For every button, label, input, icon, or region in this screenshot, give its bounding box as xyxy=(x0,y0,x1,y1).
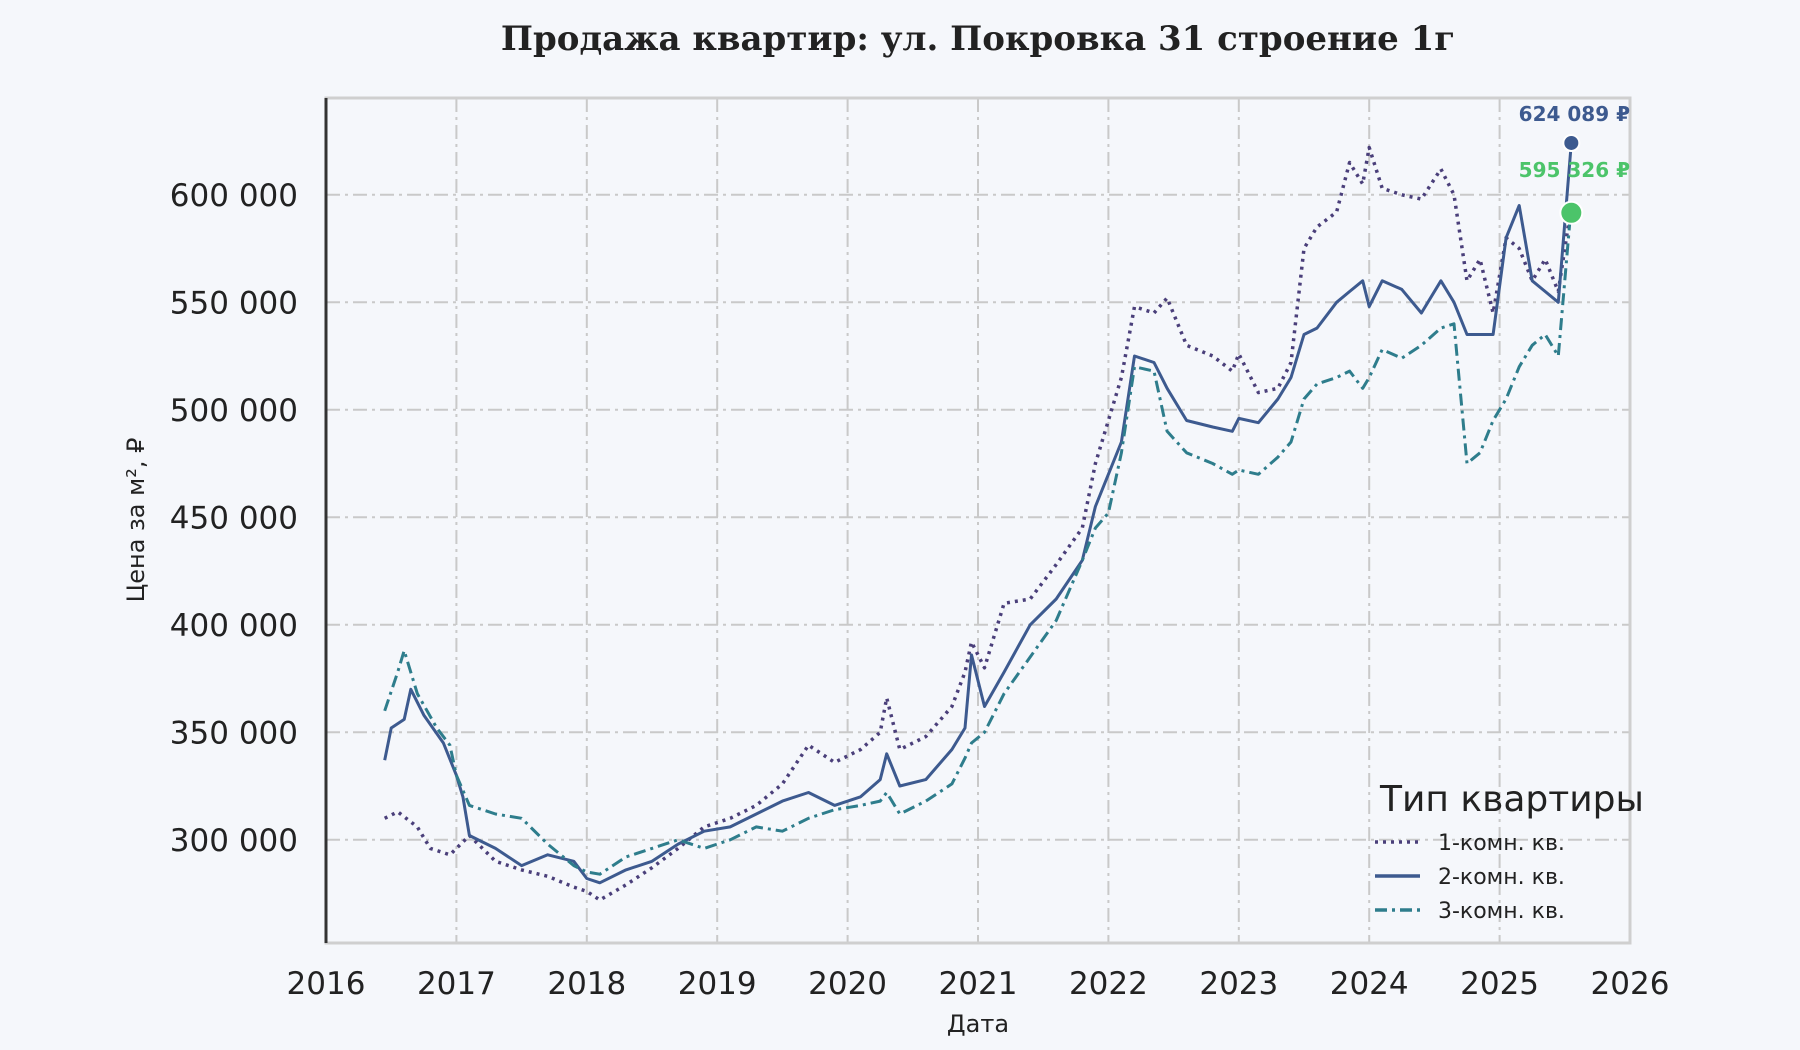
y-tick-label: 550 000 xyxy=(170,285,298,321)
chart-title: Продажа квартир: ул. Покровка 31 строени… xyxy=(501,19,1455,59)
y-axis-label: Цена за м², ₽ xyxy=(122,438,150,603)
y-axis-ticks: 300 000 350 000 400 000 450 000 500 000 550 0… xyxy=(170,178,298,859)
end-marker xyxy=(1562,133,1581,152)
end-label: 624 089 ₽ xyxy=(1519,102,1630,126)
end-labels: 624 089 ₽ 595 326 ₽ xyxy=(1519,102,1630,225)
x-tick-label: 2025 xyxy=(1460,966,1539,1002)
y-tick-label: 500 000 xyxy=(170,393,298,429)
series-line-2 xyxy=(383,142,1573,885)
y-tick-label: 450 000 xyxy=(170,500,298,536)
x-tick-label: 2016 xyxy=(287,966,366,1002)
y-tick-label: 350 000 xyxy=(170,715,298,751)
legend-label: 1-комн. кв. xyxy=(1438,831,1565,856)
legend-label: 3-комн. кв. xyxy=(1438,899,1565,924)
legend-title: Тип квартиры xyxy=(1379,779,1644,820)
series-layer xyxy=(383,142,1574,902)
x-tick-label: 2019 xyxy=(678,966,757,1002)
x-axis-label: Дата xyxy=(947,1010,1009,1038)
legend: Тип квартиры 1-комн. кв. 2-комн. кв. 3-ком… xyxy=(1375,779,1644,924)
x-tick-label: 2022 xyxy=(1069,966,1148,1002)
x-tick-label: 2021 xyxy=(939,966,1018,1002)
x-axis-ticks: 2016 2017 2018 2019 2020 2021 2022 2023 2024 2025… xyxy=(287,966,1670,1002)
x-tick-label: 2023 xyxy=(1199,966,1278,1002)
x-tick-label: 2020 xyxy=(808,966,887,1002)
end-label: 595 326 ₽ xyxy=(1519,158,1630,182)
x-tick-label: 2024 xyxy=(1330,966,1409,1002)
y-tick-label: 400 000 xyxy=(170,608,298,644)
y-tick-label: 300 000 xyxy=(170,823,298,859)
x-tick-label: 2017 xyxy=(417,966,496,1002)
x-tick-label: 2026 xyxy=(1591,966,1670,1002)
series-line-3 xyxy=(383,204,1573,876)
y-tick-label: 600 000 xyxy=(170,178,298,214)
end-marker xyxy=(1559,200,1584,225)
x-tick-label: 2018 xyxy=(547,966,626,1002)
legend-label: 2-комн. кв. xyxy=(1438,865,1565,890)
